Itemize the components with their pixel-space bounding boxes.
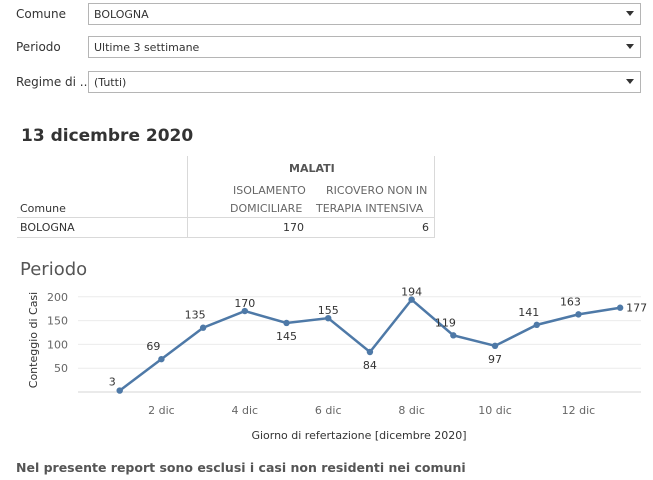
x-tick-label: 4 dic xyxy=(232,404,259,417)
data-point[interactable] xyxy=(533,321,540,329)
data-label: 3 xyxy=(109,376,116,389)
data-point[interactable] xyxy=(325,314,332,322)
data-label: 97 xyxy=(488,353,502,366)
filter-label-comune: Comune xyxy=(16,7,67,21)
col-header-ricovero-line1: RICOVERO NON IN xyxy=(326,184,428,197)
footer-note: Nel presente report sono esclusi i casi … xyxy=(16,460,466,475)
data-point[interactable] xyxy=(241,307,249,315)
x-tick-label: 10 dic xyxy=(478,404,512,417)
data-label: 145 xyxy=(276,330,297,343)
dropdown-arrow-icon[interactable] xyxy=(626,44,634,49)
data-label: 177 xyxy=(626,302,647,315)
y-tick-label: 50 xyxy=(54,362,68,375)
comune-selected-value: BOLOGNA xyxy=(94,8,149,21)
row-header-comune: Comune xyxy=(20,202,66,215)
filter-comune: Comune BOLOGNA xyxy=(0,3,653,27)
x-axis-title: Giorno di refertazione [dicembre 2020] xyxy=(251,429,466,442)
malati-table: MALATI ISOLAMENTO DOMICILIARE RICOVERO N… xyxy=(17,156,435,238)
filter-label-regime: Regime di ... xyxy=(16,75,92,89)
data-point[interactable] xyxy=(158,355,165,363)
data-label: 141 xyxy=(518,306,539,319)
row-label-bologna: BOLOGNA xyxy=(20,221,75,234)
data-labels: 3 69 135 170 145 155 84 194 119 97 141 163 177 xyxy=(109,286,647,389)
data-point[interactable] xyxy=(491,342,499,350)
data-label: 155 xyxy=(318,304,339,317)
periodo-selected-value: Ultime 3 settimane xyxy=(94,41,200,54)
y-tick-label: 200 xyxy=(47,291,68,304)
data-label: 194 xyxy=(401,286,422,299)
table-divider xyxy=(17,237,435,238)
regime-dropdown[interactable]: (Tutti) xyxy=(88,71,641,93)
data-label: 84 xyxy=(363,359,377,372)
comune-dropdown[interactable]: BOLOGNA xyxy=(88,3,641,25)
x-tick-label: 12 dic xyxy=(562,404,596,417)
chart-section-title: Periodo xyxy=(20,259,88,280)
x-axis-ticks: 2 dic 4 dic 6 dic 8 dic 10 dic 12 dic xyxy=(148,404,595,417)
col-header-isolamento-line2: DOMICILIARE xyxy=(230,202,303,215)
x-tick-label: 8 dic xyxy=(398,404,425,417)
x-tick-label: 6 dic xyxy=(315,404,342,417)
data-point[interactable] xyxy=(283,319,290,327)
filter-regime: Regime di ... (Tutti) xyxy=(0,71,653,95)
cell-ricovero-value: 6 xyxy=(422,221,429,234)
table-divider xyxy=(187,156,188,238)
table-divider xyxy=(17,217,435,218)
table-divider xyxy=(434,156,435,238)
data-point[interactable] xyxy=(408,296,415,303)
data-label: 163 xyxy=(560,295,581,308)
data-point[interactable] xyxy=(199,324,207,331)
grid-lines xyxy=(78,296,641,369)
regime-selected-value: (Tutti) xyxy=(94,76,127,89)
data-label: 135 xyxy=(185,309,206,322)
col-header-ricovero-line2: TERAPIA INTENSIVA xyxy=(316,202,424,215)
y-tick-label: 150 xyxy=(47,315,68,328)
y-axis-ticks: 50 100 150 200 xyxy=(47,291,68,375)
filter-periodo: Periodo Ultime 3 settimane xyxy=(0,36,653,60)
x-tick-label: 2 dic xyxy=(148,404,175,417)
date-title: 13 dicembre 2020 xyxy=(21,126,194,146)
dropdown-arrow-icon[interactable] xyxy=(626,11,634,16)
cell-isolamento-value: 170 xyxy=(283,221,304,234)
data-point[interactable] xyxy=(450,332,457,339)
data-point[interactable] xyxy=(575,311,582,318)
data-points xyxy=(116,296,624,394)
data-point[interactable] xyxy=(116,387,123,394)
data-label: 119 xyxy=(435,316,456,329)
group-header-malati: MALATI xyxy=(289,162,335,175)
filter-label-periodo: Periodo xyxy=(16,40,61,54)
data-label: 69 xyxy=(146,340,160,353)
y-axis-title: Conteggio di Casi xyxy=(27,292,40,388)
col-header-isolamento-line1: ISOLAMENTO xyxy=(233,184,306,197)
dropdown-arrow-icon[interactable] xyxy=(626,79,634,84)
data-point[interactable] xyxy=(616,304,624,311)
data-point[interactable] xyxy=(366,348,374,356)
y-tick-label: 100 xyxy=(47,338,68,351)
periodo-dropdown[interactable]: Ultime 3 settimane xyxy=(88,36,641,58)
data-label: 170 xyxy=(234,297,255,310)
line-chart: 50 100 150 200 2 dic 4 dic 6 dic 8 dic 10 dic 12… xyxy=(27,286,647,442)
